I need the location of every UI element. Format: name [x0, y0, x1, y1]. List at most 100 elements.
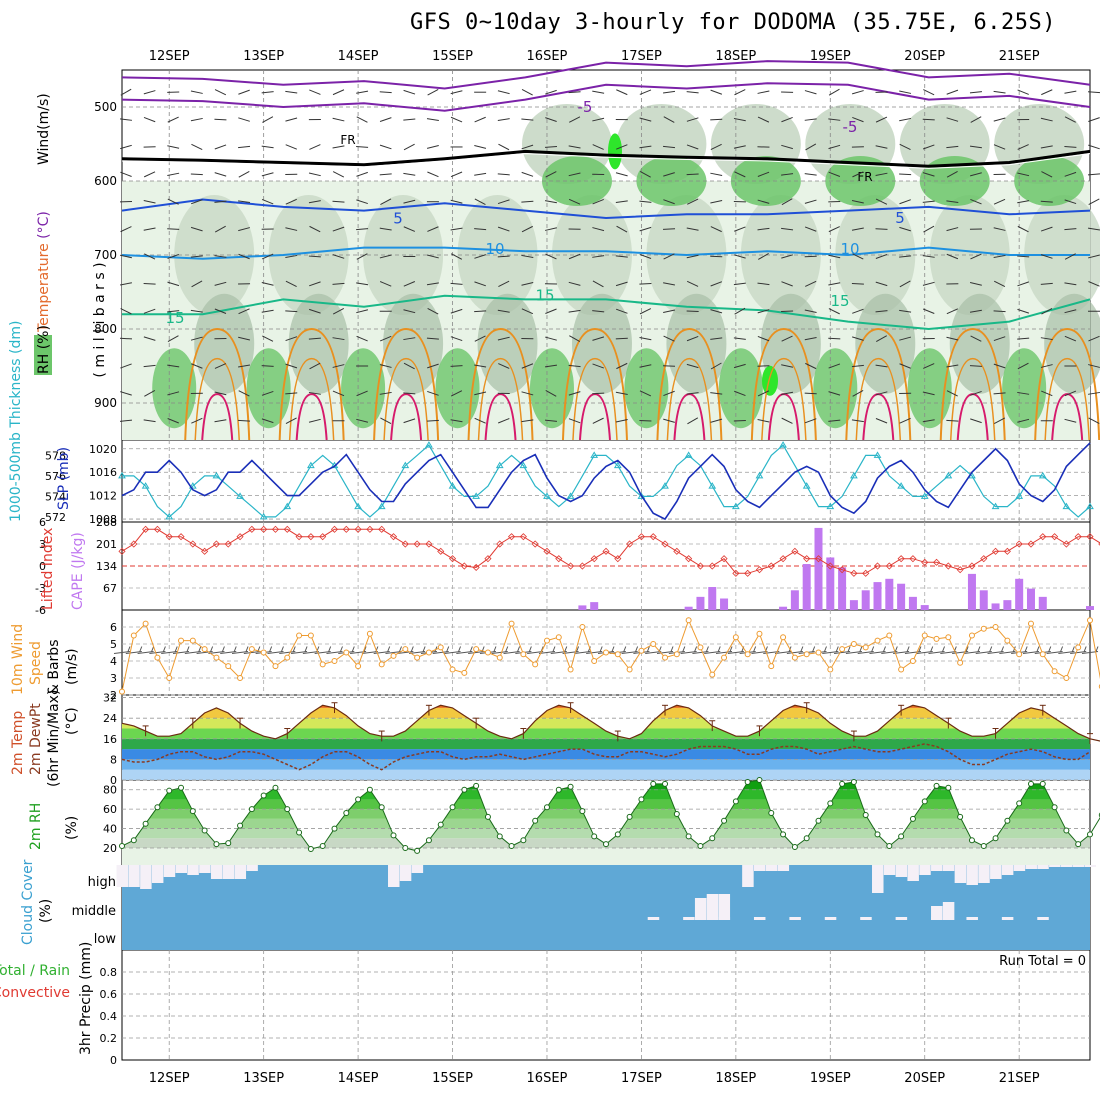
wind-barb: [285, 336, 298, 342]
li-point: [732, 569, 740, 577]
li-point: [968, 562, 976, 570]
wind-barb: [167, 364, 180, 368]
wind-point: [756, 630, 763, 637]
wind-barb: [568, 364, 581, 368]
wind-barb: [851, 90, 864, 95]
wind-barb: [285, 310, 298, 313]
li-point: [1027, 540, 1035, 548]
rh-patch: [152, 348, 197, 429]
wind-barb: [922, 391, 935, 396]
wind-barb: [639, 117, 652, 122]
li-point: [980, 555, 988, 563]
wind-barb: [450, 90, 463, 95]
wind-barb: [993, 310, 1006, 313]
temp-contour-25: [295, 393, 328, 441]
cape-bar: [849, 600, 858, 610]
li-point: [744, 569, 752, 577]
wind-barb: [120, 391, 132, 396]
surface-barb: [623, 646, 627, 652]
wind-barb: [143, 336, 156, 341]
temp-contour-line: [121, 153, 1091, 169]
surface-barb: [918, 646, 922, 652]
temp-contour-line: [121, 246, 1090, 260]
cloud-high-bar: [128, 865, 140, 887]
li-point: [921, 558, 929, 566]
temp-contour-25: [201, 393, 234, 441]
precip-tick: 0.2: [100, 1032, 118, 1045]
wind-barb: [616, 362, 628, 370]
cloud-high-bar: [931, 865, 943, 871]
wind-barb: [592, 90, 605, 94]
wind-barb: [261, 418, 274, 424]
cape-tick: 268: [96, 516, 117, 529]
wind-point: [378, 661, 385, 668]
rh-point: [756, 777, 763, 783]
wind-barb: [663, 309, 675, 313]
date-label-top: 13SEP: [243, 49, 284, 64]
wind-tick: 2: [110, 689, 117, 702]
wind-barb: [781, 144, 793, 150]
temp-tick: 0: [110, 774, 117, 787]
wind-barb: [474, 335, 486, 342]
wind-barb: [757, 90, 770, 94]
wind-barb: [686, 280, 699, 287]
ua-unit-group: ( m i l l i b a r s ): [92, 262, 108, 377]
wind-barb: [450, 282, 463, 285]
wind-point: [425, 649, 432, 656]
wind-barb: [592, 280, 604, 288]
wind-barb: [851, 419, 864, 423]
wind-point: [650, 641, 657, 647]
rh-point: [284, 806, 291, 813]
wind-barb: [120, 254, 132, 259]
wind-barb: [474, 172, 487, 176]
rh-patch: [718, 348, 763, 429]
surface-barb: [137, 651, 154, 654]
rh-point: [1016, 800, 1023, 807]
rh-swatch: [34, 335, 52, 375]
thickness-point: [1086, 502, 1094, 510]
wind-barb: [734, 89, 746, 96]
surface-barb: [363, 646, 367, 652]
rh-point: [744, 778, 751, 785]
wind-barb: [521, 171, 534, 177]
rh-point: [189, 808, 196, 815]
surface-barb: [517, 646, 521, 652]
wind-barb: [521, 144, 534, 150]
dewpt-line: [121, 743, 1091, 771]
li-point: [224, 540, 232, 548]
rh-point: [662, 780, 669, 787]
wind-barb: [1017, 172, 1030, 177]
surface-barb: [458, 646, 462, 652]
cloud-mid-bar: [895, 917, 908, 920]
wind-barb: [781, 417, 793, 424]
temp-tick: 16: [103, 733, 117, 746]
li-point: [555, 555, 563, 563]
li-point: [696, 562, 705, 570]
rh-point: [390, 832, 397, 839]
surface-barb: [845, 651, 862, 654]
rh-point: [874, 831, 881, 838]
date-label-bottom: 12SEP: [149, 1071, 190, 1086]
wind-barb: [805, 362, 817, 370]
wind-barb: [875, 228, 888, 230]
wind-barb: [379, 117, 392, 123]
wind-barb: [1040, 226, 1053, 232]
wind-barb: [616, 144, 628, 150]
surface-barb: [493, 646, 497, 652]
cloud-label-1: Cloud Cover: [20, 859, 36, 945]
wind-barb: [970, 253, 982, 260]
wind-barb: [1064, 228, 1077, 231]
wind-barb: [592, 392, 605, 395]
wind-barb: [545, 171, 557, 178]
li-point: [614, 555, 622, 563]
wind-barb: [852, 336, 864, 341]
wind-barb: [733, 117, 746, 122]
wind-barb: [639, 364, 652, 368]
wind-barb: [403, 362, 415, 370]
wind-barb: [757, 227, 770, 231]
wind-barb: [261, 145, 274, 149]
rh-point: [248, 806, 255, 813]
rh-point: [827, 800, 834, 807]
wind-barb: [167, 391, 180, 396]
li-point: [708, 562, 716, 570]
